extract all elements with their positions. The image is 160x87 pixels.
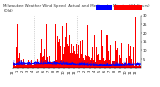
Text: Milwaukee Weather Wind Speed  Actual and Median  by Minute  (24 Hours) (Old): Milwaukee Weather Wind Speed Actual and … — [3, 4, 150, 13]
